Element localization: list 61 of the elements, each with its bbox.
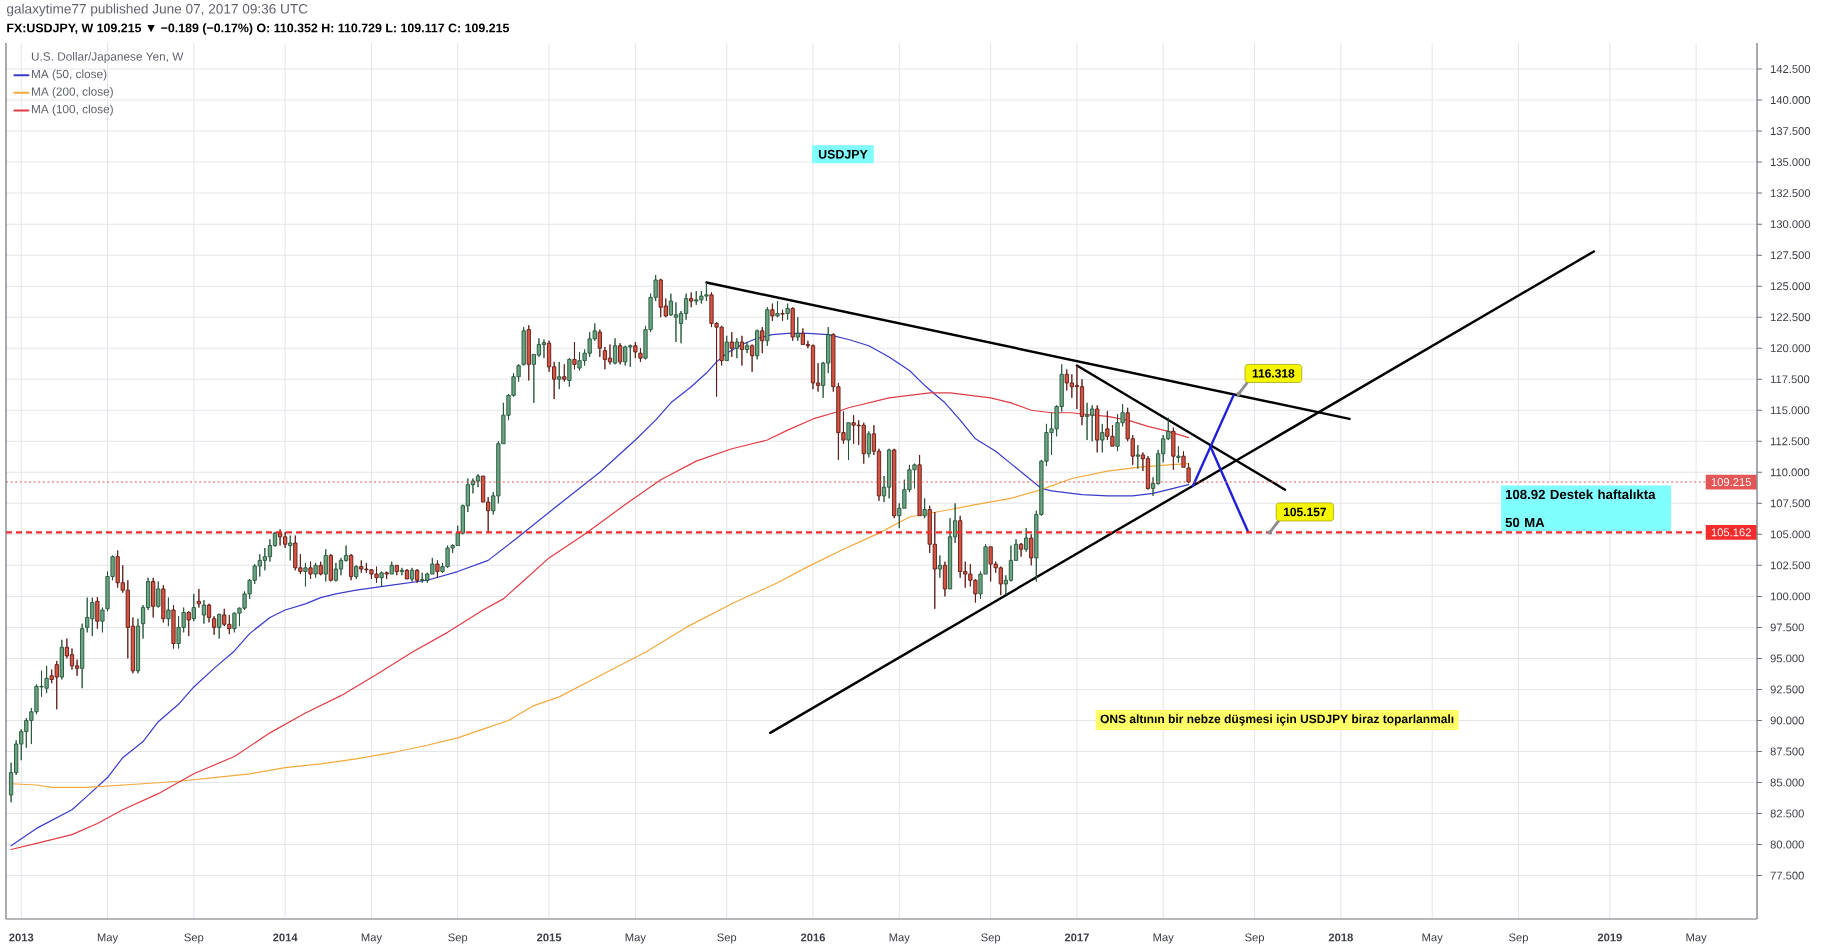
x-tick-label: May	[625, 933, 646, 944]
x-tick-label: May	[361, 933, 382, 944]
y-tick-label: 115.000	[1770, 406, 1810, 415]
x-tick-label: May	[1686, 933, 1707, 944]
y-tick-label: 92.500	[1770, 685, 1804, 694]
y-tick-label: 142.500	[1770, 65, 1811, 73]
y-tick-label: 120.000	[1770, 344, 1811, 353]
legend-title: U.S. Dollar/Japanese Yen, W	[31, 52, 184, 63]
annotation: USDJPY	[818, 149, 868, 159]
y-tick-label: 90.000	[1770, 716, 1804, 725]
x-tick-label: May	[1422, 933, 1443, 944]
x-tick-label: Sep	[981, 933, 1001, 944]
y-tick-label: 102.500	[1770, 561, 1811, 570]
y-tick-label: 127.500	[1770, 251, 1811, 260]
y-tick-label: 80.000	[1770, 840, 1804, 849]
x-tick-label: Sep	[184, 933, 204, 944]
y-tick-label: 85.000	[1770, 778, 1804, 787]
y-tick-label: 97.500	[1770, 623, 1804, 632]
x-tick-label: 2017	[1064, 933, 1089, 942]
x-tick-label: 2019	[1597, 933, 1622, 942]
annotation: 105.157	[1283, 507, 1327, 517]
x-tick-label: 2015	[536, 933, 562, 942]
y-tick-label: 105.000	[1770, 530, 1811, 539]
y-tick-label: 125.000	[1770, 282, 1811, 291]
x-tick-label: May	[1153, 933, 1174, 944]
x-tick-label: Sep	[1245, 933, 1265, 944]
y-tick-label: 107.500	[1770, 499, 1811, 508]
chart-title: FX:USDJPY, W 109.215 ▼ −0.189 (−0.17%) O: 110.352 H: 110.729 L: 109.117 C: 109.215	[7, 23, 510, 35]
chart-subtitle: galaxytime77 published June 07, 2017 09:36 UTC	[6, 3, 308, 17]
y-tick-label: 110.000	[1770, 468, 1810, 477]
annotation: 116.318	[1252, 369, 1295, 378]
annotation: 108.92 Destek haftalıkta	[1505, 489, 1656, 500]
x-tick-label: May	[97, 933, 119, 944]
y-tick-label: 112.500	[1770, 437, 1810, 446]
x-tick-label: Sep	[1509, 933, 1528, 944]
annotation: 50 MA	[1505, 517, 1545, 528]
y-tick-label: 100.000	[1770, 592, 1811, 601]
y-tick-label: 140.000	[1770, 96, 1811, 105]
x-tick-label: 2018	[1328, 933, 1353, 942]
y-tick-label: 77.500	[1770, 871, 1804, 880]
x-tick-label: Sep	[717, 933, 737, 944]
y-tick-label: 87.500	[1770, 747, 1804, 756]
y-tick-label: 130.000	[1770, 220, 1811, 229]
y-tick-label: 117.500	[1770, 375, 1810, 384]
legend-label: MA (50, close)	[31, 69, 107, 81]
y-tick-label: 122.500	[1770, 313, 1811, 322]
legend-label: MA (100, close)	[31, 104, 113, 116]
ref-line-label: 109.215	[1711, 478, 1751, 486]
x-tick-label: 2013	[9, 933, 34, 942]
y-tick-label: 82.500	[1770, 809, 1804, 818]
ref-line-label: 105.162	[1711, 528, 1751, 537]
annotation: ONS altının bir nebze düşmesi için USDJPY biraz toparlanmalı	[1100, 714, 1454, 726]
x-tick-label: 2014	[273, 933, 298, 942]
y-tick-label: 95.000	[1770, 654, 1804, 663]
x-tick-label: May	[889, 933, 910, 944]
y-tick-label: 137.500	[1770, 127, 1811, 136]
x-tick-label: Sep	[448, 933, 468, 944]
x-tick-label: 2016	[800, 933, 826, 942]
y-tick-label: 132.500	[1770, 189, 1811, 198]
legend-label: MA (200, close)	[31, 87, 113, 99]
y-tick-label: 135.000	[1770, 158, 1811, 167]
